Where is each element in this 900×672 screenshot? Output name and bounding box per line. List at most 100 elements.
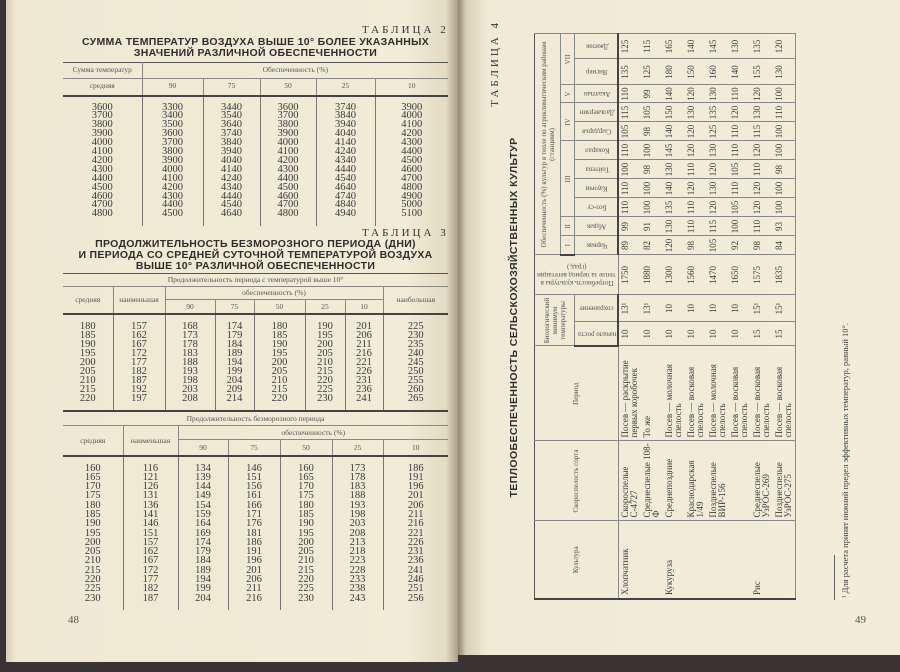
table-cell: 186 bbox=[227, 537, 280, 548]
table-cell: 110 bbox=[728, 121, 751, 141]
table-cell: 4600 bbox=[259, 191, 316, 202]
spacer-cell bbox=[227, 455, 280, 464]
table-cell: 221 bbox=[382, 528, 449, 539]
zone-header: II bbox=[560, 216, 575, 236]
station-header: Сырдарья bbox=[574, 121, 618, 141]
table-cell: 4040 bbox=[315, 129, 375, 140]
table-cell: 120 bbox=[750, 84, 773, 103]
table-cell: 200 bbox=[304, 339, 345, 349]
table-cell: 176 bbox=[227, 518, 280, 529]
table-cell: 3700 bbox=[141, 137, 203, 149]
table-cell: 4800 bbox=[91, 208, 113, 220]
table-row: Среднеспелые 108-Ф То же 10 13¹ 1880 82 91 100 1… bbox=[640, 33, 663, 599]
table-cell: 105 bbox=[728, 197, 751, 217]
table-cell: 4000 bbox=[374, 111, 449, 122]
table-cell: 210 bbox=[84, 555, 101, 567]
table-cell: 167 bbox=[122, 556, 178, 566]
table-cell: 196 bbox=[227, 556, 280, 566]
station-header: Дальверзин bbox=[574, 102, 618, 122]
table-row: 210 187 198 204 210 220 231 255 bbox=[63, 375, 449, 386]
table-cell: 4040 bbox=[202, 155, 260, 166]
table-cell: 215 bbox=[279, 565, 332, 576]
table-cell: 4000 bbox=[141, 164, 203, 175]
spacer-cell bbox=[63, 603, 123, 610]
header-pct: 10 bbox=[374, 78, 449, 97]
header-pct: 90 bbox=[177, 439, 229, 457]
table-cell: 15¹ bbox=[750, 294, 773, 322]
spacer-cell bbox=[141, 219, 203, 227]
table-cell: Посев — восковая спелость bbox=[772, 346, 795, 441]
header-pct: 25 bbox=[331, 439, 384, 457]
page-number: 48 bbox=[68, 614, 79, 626]
table-cell: 160 bbox=[84, 462, 101, 474]
table-row: 215 172 189 201 215 228 241 bbox=[63, 565, 449, 576]
table-cell: 4000 bbox=[91, 137, 113, 149]
table-row: 3800 3500 3640 3800 3940 4100 bbox=[63, 120, 449, 131]
zone-header: IV bbox=[560, 102, 575, 141]
table-cell: 140 bbox=[728, 58, 751, 85]
table-cell: 169 bbox=[177, 528, 228, 539]
spacer-cell bbox=[344, 403, 383, 412]
table-row: 195 172 183 189 195 205 216 240 bbox=[63, 347, 449, 359]
table-cell: 4540 bbox=[315, 173, 375, 184]
table-cell: 199 bbox=[214, 366, 254, 377]
table-cell: 3600 bbox=[259, 102, 316, 113]
table-cell: 10 bbox=[684, 322, 707, 346]
table-cell: 174 bbox=[214, 321, 254, 331]
table-cell: 220 bbox=[84, 574, 101, 586]
table-cell: Посев — восковая спелость bbox=[684, 346, 707, 441]
table-cell: 157 bbox=[112, 321, 165, 331]
header-culture: Культура bbox=[534, 521, 618, 599]
table-row: 225 182 199 211 225 238 251 bbox=[63, 583, 449, 594]
title-line: ЗНАЧЕНИЙ РАЗЛИЧНОЙ ОБЕСПЕЧЕННОСТИ bbox=[133, 47, 378, 59]
table-cell: 126 bbox=[122, 481, 178, 492]
spacer-cell bbox=[374, 95, 449, 104]
table-cell: 130 bbox=[684, 102, 707, 122]
table-cell: 10 bbox=[618, 322, 641, 346]
table-cell: 206 bbox=[344, 330, 383, 340]
table-cell: 246 bbox=[382, 574, 449, 585]
table-cell: 100 bbox=[618, 159, 641, 179]
table-cell: 3700 bbox=[259, 111, 316, 122]
table-cell: 98 bbox=[640, 159, 663, 179]
table-cell: 195 bbox=[79, 347, 96, 359]
table-cell: 200 bbox=[253, 357, 305, 368]
table-cell: 195 bbox=[304, 330, 345, 340]
spacer-cell bbox=[122, 602, 178, 610]
table-cell: 3800 bbox=[259, 120, 316, 131]
station-header: Абдык bbox=[574, 216, 618, 236]
table-row: 205 162 179 191 205 218 231 bbox=[63, 546, 449, 557]
table-cell: 185 bbox=[79, 329, 96, 341]
table-cell: 100 bbox=[640, 140, 663, 160]
table-cell: 201 bbox=[382, 490, 449, 501]
table-cell: 221 bbox=[344, 357, 383, 368]
table-cell: 151 bbox=[122, 528, 178, 539]
spacer-cell bbox=[202, 219, 260, 227]
table-cell: 4800 bbox=[374, 182, 449, 193]
table-cell: 250 bbox=[382, 366, 449, 377]
table-cell: 105 bbox=[640, 102, 663, 122]
table-cell: 4400 bbox=[374, 146, 449, 157]
table-cell: 3940 bbox=[202, 146, 260, 157]
table-cell: 4640 bbox=[202, 209, 260, 220]
table-4-rotated: ТАБЛИЦА 4 ТЕПЛООБЕСПЕЧЕННОСТЬ СЕЛЬСКОХОЗ… bbox=[488, 12, 868, 612]
table-cell: 10 bbox=[640, 322, 663, 346]
table-cell: 4900 bbox=[374, 191, 449, 202]
table-cell: 159 bbox=[177, 509, 228, 520]
table-cell: Среднеспелые УзРОС-269 bbox=[750, 441, 773, 521]
table-cell: 179 bbox=[214, 330, 254, 340]
table-cell: 155 bbox=[750, 58, 773, 85]
table-row: Позднеспелые ВИР-156 Посев — молочная спе… bbox=[706, 33, 729, 599]
table-cell: 4300 bbox=[141, 191, 203, 202]
header-provision: Обеспеченность (%) культур в тепле по аг… bbox=[534, 33, 561, 255]
header-heat-need: Потребность культуры в тепле за период в… bbox=[534, 254, 618, 295]
table-cell: 233 bbox=[331, 574, 383, 585]
table-cell: 170 bbox=[279, 481, 332, 492]
footnote: ¹ Для расчета принят нижний предел эффек… bbox=[840, 322, 850, 598]
table-cell: 190 bbox=[253, 339, 305, 349]
table-cell: 195 bbox=[279, 528, 332, 539]
table-cell: 140 bbox=[684, 33, 707, 59]
spacer-row bbox=[63, 219, 449, 227]
table-cell: 165 bbox=[279, 472, 332, 483]
table-cell bbox=[706, 521, 729, 599]
